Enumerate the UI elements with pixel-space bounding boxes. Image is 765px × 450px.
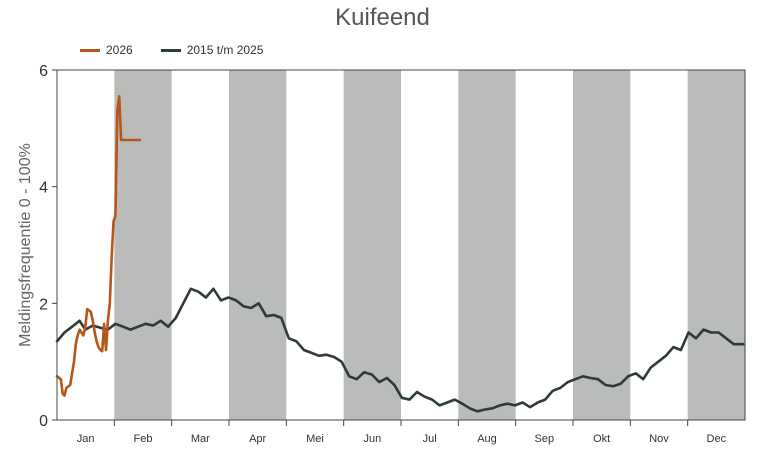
month-band-feb [114,70,172,420]
x-tick-label-apr: Apr [249,433,266,445]
legend-label-history: 2015 t/m 2025 [186,43,264,57]
series-line-history [55,287,745,413]
legend: 2026 2015 t/m 2025 [80,43,291,57]
x-tick-label-jul: Jul [423,433,437,445]
y-tick-label: 6 [39,63,48,80]
x-tick-label-sep: Sep [535,433,555,445]
month-band-aug [458,70,516,420]
y-tick-label: 2 [39,296,48,313]
x-tick-label-aug: Aug [477,433,497,445]
legend-label-2026: 2026 [106,43,133,57]
x-tick-label-nov: Nov [649,433,669,445]
legend-item-history: 2015 t/m 2025 [160,43,264,57]
series-line-2026 [55,95,142,397]
y-tick-label: 4 [39,180,48,197]
chart-title: Kuifeend [335,4,430,31]
x-tick-label-mar: Mar [191,433,210,445]
x-tick-label-jan: Jan [77,433,95,445]
month-band-okt [573,70,631,420]
legend-swatch-2026 [80,48,100,52]
y-tick-label: 0 [39,413,48,430]
legend-swatch-history [160,48,181,52]
x-tick-label-mei: Mei [306,433,324,445]
month-band-apr [229,70,287,420]
legend-item-2026: 2026 [80,43,133,57]
x-tick-label-feb: Feb [134,433,153,445]
month-band-jun [343,70,401,420]
month-band-dec [687,70,745,420]
x-tick-label-jun: Jun [363,433,381,445]
x-tick-label-okt: Okt [593,433,610,445]
x-tick-label-dec: Dec [707,433,727,445]
